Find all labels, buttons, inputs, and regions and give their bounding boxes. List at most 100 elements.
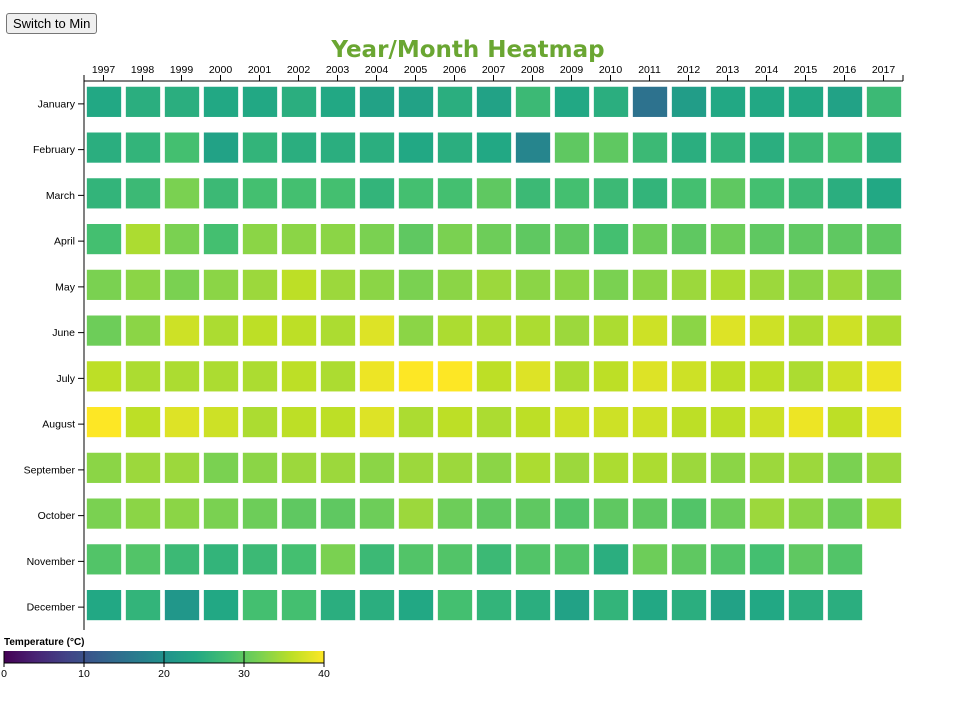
heatmap-cell [671,86,707,117]
x-tick-label: 2010 [599,64,623,76]
heatmap-cell [671,361,707,392]
x-tick-label: 2006 [443,64,467,76]
y-tick-label: October [38,510,76,522]
heatmap-cell [320,407,356,438]
y-tick-label: November [27,556,76,568]
heatmap-cell [788,86,824,117]
heatmap-cell [125,498,161,529]
chart-title: Year/Month Heatmap [330,37,604,63]
x-tick-label: 2004 [365,64,389,76]
heatmap-cell [593,269,629,300]
heatmap-cell [866,407,902,438]
heatmap-cell [632,498,668,529]
heatmap-cell [554,132,590,163]
heatmap-cell [632,224,668,255]
legend-title: Temperature (°C) [4,637,85,648]
heatmap-cell [710,498,746,529]
heatmap-cell [593,178,629,209]
heatmap-cell [281,178,317,209]
heatmap-cell [242,315,278,346]
heatmap-cell [593,498,629,529]
y-tick-label: September [24,464,76,476]
heatmap-cell [242,361,278,392]
heatmap-cell [398,361,434,392]
heatmap-cell [359,224,395,255]
heatmap-cell [359,315,395,346]
heatmap-cell [788,590,824,621]
heatmap-cell [632,590,668,621]
heatmap-cell [437,361,473,392]
heatmap-cell [86,315,122,346]
heatmap-cell [398,544,434,575]
heatmap-cell [788,361,824,392]
heatmap-cell [827,269,863,300]
x-tick-label: 1999 [170,64,194,76]
heatmap-cell [632,86,668,117]
heatmap-cell [398,590,434,621]
heatmap-cell [242,590,278,621]
heatmap-cell [398,269,434,300]
heatmap-cell [632,452,668,483]
heatmap-cell [554,315,590,346]
heatmap-cell [164,498,200,529]
switch-to-min-button[interactable]: Switch to Min [6,13,98,34]
y-tick-label: December [27,602,76,614]
heatmap-cell [788,498,824,529]
heatmap-cell [827,407,863,438]
heatmap-cell [125,224,161,255]
y-tick-label: July [56,373,75,385]
heatmap-cell [866,224,902,255]
y-tick-label: March [46,190,75,202]
x-tick-label: 2017 [872,64,896,76]
heatmap-cell [86,407,122,438]
heatmap-cell [476,361,512,392]
heatmap-cell [281,224,317,255]
heatmap-cell [86,452,122,483]
heatmap-cell [86,498,122,529]
heatmap-cell [320,224,356,255]
heatmap-cell [203,224,239,255]
heatmap-cell [593,590,629,621]
heatmap-cell [320,132,356,163]
heatmap-cell [827,178,863,209]
heatmap-cell [710,407,746,438]
heatmap-cell [671,132,707,163]
heatmap-cell [203,498,239,529]
heatmap-cell [281,452,317,483]
heatmap-cell [554,361,590,392]
heatmap-cell [749,315,785,346]
heatmap-cell [164,361,200,392]
heatmap-cell [827,132,863,163]
heatmap-cell [476,315,512,346]
heatmap-cell [515,224,551,255]
heatmap-cell [671,544,707,575]
heatmap-cell [710,361,746,392]
heatmap-cell [788,269,824,300]
heatmap-cell [749,407,785,438]
heatmap-cell [593,452,629,483]
heatmap-cell [749,224,785,255]
heatmap-cell [593,361,629,392]
heatmap-cell [86,361,122,392]
heatmap-cell [437,178,473,209]
heatmap-cell [866,361,902,392]
heatmap-cell [788,544,824,575]
heatmap-cell [866,269,902,300]
heatmap-cell [437,315,473,346]
heatmap-cell [827,544,863,575]
heatmap-cell [788,224,824,255]
y-tick-label: February [33,144,76,156]
heatmap-cell [476,178,512,209]
legend-tick-label: 40 [318,668,330,680]
heatmap-cell [203,452,239,483]
heatmap-cell [86,544,122,575]
heatmap-cell [86,178,122,209]
heatmap-cell [749,132,785,163]
heatmap-cell [86,86,122,117]
legend-tick-label: 0 [1,668,7,680]
heatmap-cell [476,269,512,300]
heatmap-cell [476,224,512,255]
heatmap-cell [398,407,434,438]
heatmap-cell [788,132,824,163]
heatmap-cell [515,315,551,346]
